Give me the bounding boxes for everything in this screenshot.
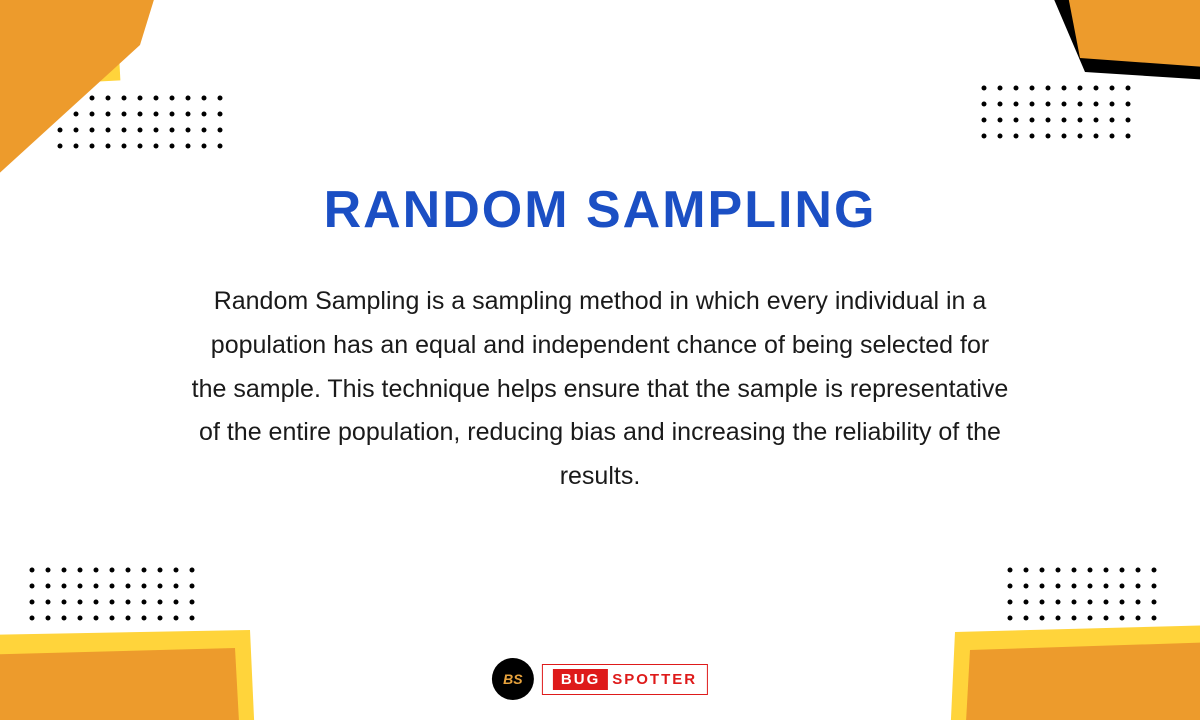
orange-shape-top-right [1065, 0, 1200, 68]
logo-monogram-text: BS [503, 671, 522, 687]
logo-wordmark: BUG SPOTTER [542, 664, 708, 695]
corner-decoration-top-right [960, 0, 1200, 200]
page-title: RANDOM SAMPLING [324, 180, 877, 240]
orange-shape-top-left [0, 0, 160, 200]
orange-shape-bottom-left [0, 648, 240, 720]
logo-word-spotter: SPOTTER [612, 671, 697, 688]
logo-area: BS BUG SPOTTER [492, 658, 708, 700]
corner-decoration-bottom-right [920, 540, 1200, 720]
corner-decoration-top-left [0, 0, 260, 230]
logo-monogram-icon: BS [492, 658, 534, 700]
dot-grid-top-right [982, 86, 1131, 139]
corner-decoration-bottom-left [0, 540, 280, 720]
body-text: Random Sampling is a sampling method in … [190, 280, 1010, 499]
logo-word-bug: BUG [553, 669, 608, 690]
dot-grid-bottom-right [1008, 568, 1157, 621]
orange-shape-bottom-right [965, 642, 1200, 720]
dot-grid-top-left [58, 96, 223, 149]
dot-grid-bottom-left [30, 568, 195, 621]
